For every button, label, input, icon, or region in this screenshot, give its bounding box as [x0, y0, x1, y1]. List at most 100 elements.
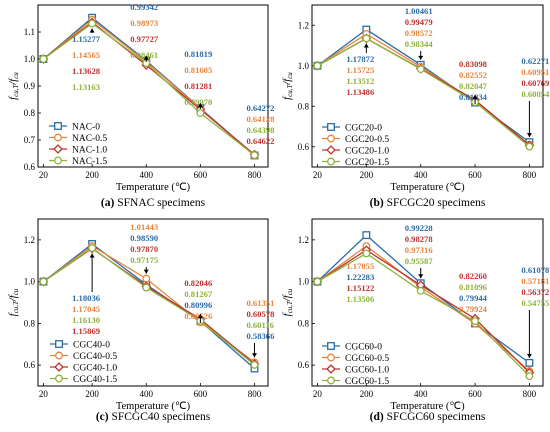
panel-caption-letter: (b): [370, 197, 387, 209]
panel-caption-letter: (c): [96, 411, 112, 423]
annotation-arrowhead: [418, 274, 424, 279]
legend-label: CGC20-0: [345, 124, 382, 134]
data-label: 0.81267: [184, 289, 213, 299]
legend-label: CGC60-1.0: [345, 366, 389, 376]
data-label: 1.17872: [346, 54, 374, 64]
y-axis-title-subscript: cu: [286, 72, 294, 79]
annotation-arrowhead: [89, 253, 95, 258]
y-axis-title-subscript: cu: [12, 288, 20, 295]
data-label: 1.13512: [346, 76, 374, 86]
data-label: 0.82260: [459, 271, 487, 281]
legend-marker: [327, 157, 335, 166]
annotation-arrowhead: [89, 28, 95, 33]
series-point-4: [250, 360, 259, 369]
data-label: 1.15122: [346, 283, 374, 293]
series-point-4: [525, 142, 534, 151]
y-axis-title-part: f: [282, 95, 293, 100]
annotation-arrowhead: [418, 55, 424, 60]
data-label: 0.82047: [459, 81, 488, 91]
x-tick-label: 400: [414, 389, 428, 399]
legend-marker: [327, 376, 335, 385]
legend-label: NAC-1.0: [72, 146, 107, 156]
legend-label: CGC40-1.0: [73, 364, 117, 374]
y-tick-label: 0.8: [24, 108, 36, 118]
data-label: 0.54755: [521, 298, 549, 308]
y-tick-label: 0.6: [298, 142, 310, 152]
y-axis-title-part: /f: [282, 77, 293, 86]
y-tick-label: 1.2: [298, 235, 309, 245]
panel-caption-letter: (d): [370, 411, 387, 423]
annotation-arrowhead: [197, 314, 203, 319]
panel-caption: (c) SFCGC40 specimens: [96, 411, 211, 423]
x-axis-title: Temperature (℃): [116, 401, 191, 412]
chart-panel-2: 20 200 400 600 800 0.6 0.8 1.0 1.2 Temperature (℃…: [282, 4, 550, 209]
legend-marker: [327, 123, 335, 131]
annotation-arrowhead: [363, 43, 369, 48]
y-axis-title-subscript: cu: [286, 288, 294, 295]
y-tick-label: 0.6: [24, 360, 36, 370]
y-tick-label: 1.2: [298, 20, 309, 30]
y-axis-title-subscript: cu,T: [286, 84, 294, 97]
annotation-arrowhead: [197, 103, 203, 108]
annotation-arrowhead: [472, 94, 478, 99]
legend-label: CGC60-1.5: [345, 377, 389, 387]
x-tick-label: 400: [139, 389, 153, 399]
x-tick-label: 20: [39, 389, 49, 399]
panel-caption: (a) SFNAC specimens: [101, 197, 206, 209]
data-label: 1.15869: [72, 326, 100, 336]
legend-marker: [54, 156, 62, 165]
data-label: 1.00461: [405, 6, 433, 16]
data-label: 0.98344: [405, 39, 434, 49]
panel-caption: (d) SFCGC60 specimens: [370, 411, 486, 423]
data-label: 0.79924: [459, 304, 488, 314]
data-label: 1.15725: [346, 65, 374, 75]
y-axis-title-part: /f: [282, 293, 293, 302]
legend-marker: [55, 340, 63, 348]
series-point-4: [88, 19, 97, 28]
legend-label: NAC-0.5: [72, 134, 107, 144]
legend-label: CGC40-0.5: [73, 352, 117, 362]
data-label: 0.97175: [130, 255, 158, 265]
chart-panel-1: 20 200 400 600 800 0.6 0.7 0.8 0.9 1.0 1.1 Temperat…: [8, 2, 275, 209]
y-axis-title-part: f: [8, 95, 19, 100]
x-axis-title: Temperature (℃): [116, 182, 191, 193]
panel-caption-text: SFCGC20 specimens: [387, 197, 486, 209]
annotation-arrowhead: [143, 269, 149, 274]
x-tick-label: 600: [194, 170, 208, 180]
legend-marker: [327, 134, 335, 143]
series-point-4: [250, 151, 259, 160]
data-label: 0.62271: [521, 56, 549, 66]
x-tick-label: 20: [39, 170, 49, 180]
data-label: 0.64622: [246, 136, 274, 146]
data-label: 0.99342: [130, 2, 158, 12]
data-label: 0.60578: [246, 309, 275, 319]
series-point-1: [525, 358, 534, 367]
data-label: 0.64128: [246, 114, 275, 124]
data-label: 0.97727: [130, 34, 159, 44]
legend-label: NAC-1.5: [72, 157, 107, 167]
data-label: 0.98973: [130, 18, 158, 28]
y-axis-title: fcu,T/fcu: [282, 72, 294, 100]
y-tick-label: 1.1: [24, 27, 35, 37]
legend-marker: [54, 362, 64, 372]
x-tick-label: 600: [194, 389, 208, 399]
x-tick-label: 200: [85, 389, 99, 399]
y-tick-label: 1.0: [24, 54, 36, 64]
annotation-arrowhead: [526, 133, 532, 138]
series-point-4: [525, 372, 534, 381]
x-tick-label: 200: [85, 170, 99, 180]
x-axis-title: Temperature (℃): [390, 401, 465, 412]
data-label: 0.60116: [246, 320, 274, 330]
series-point-2: [142, 274, 151, 283]
y-axis-title-subscript: cu,T: [12, 300, 20, 313]
series-point-1: [362, 231, 371, 240]
y-tick-label: 0.8: [298, 318, 310, 328]
legend-label: NAC-0: [72, 123, 100, 133]
annotation-arrowhead: [526, 353, 532, 358]
x-tick-label: 600: [468, 389, 482, 399]
x-axis-title: Temperature (℃): [390, 182, 465, 193]
series-point-4: [313, 277, 322, 286]
x-tick-label: 400: [414, 170, 428, 180]
legend-label: CGC20-0.5: [345, 135, 389, 145]
